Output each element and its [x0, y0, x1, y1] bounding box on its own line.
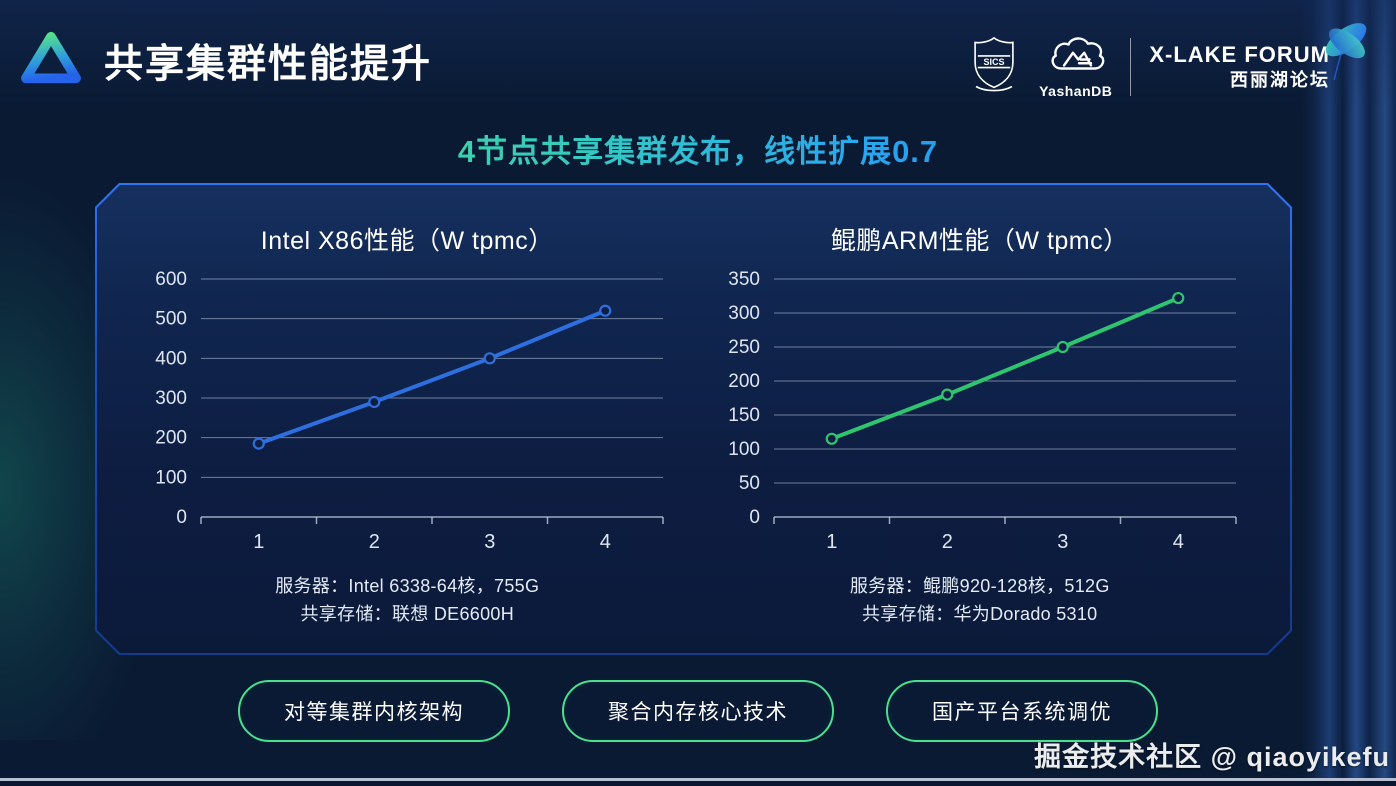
header-logo-group: SICS YashanDB X-LAKE FORUM 西丽湖论坛	[967, 34, 1330, 99]
svg-text:50: 50	[739, 473, 760, 494]
svg-text:3: 3	[484, 531, 495, 553]
svg-text:1: 1	[826, 531, 837, 553]
svg-text:4: 4	[1172, 531, 1183, 553]
svg-text:2: 2	[941, 531, 952, 553]
svg-text:350: 350	[728, 269, 760, 290]
kunpeng-server-spec: 服务器：鲲鹏920-128核，512G	[849, 576, 1110, 596]
bottom-dark-strip	[0, 781, 1396, 786]
yashandb-logo: YashanDB	[1039, 34, 1112, 99]
university-crest-icon: SICS	[967, 34, 1021, 99]
intel-storage-spec: 共享存储：联想 DE6600H	[300, 603, 515, 624]
intel-x86-chart-block: Intel X86性能（W tpmc） 0 100 200 300 400 500 600 1…	[121, 207, 694, 655]
svg-text:500: 500	[156, 309, 188, 330]
kunpeng-storage-spec: 共享存储：华为Dorado 5310	[862, 603, 1098, 624]
svg-text:3: 3	[1057, 531, 1068, 553]
svg-text:200: 200	[156, 428, 188, 449]
header: 共享集群性能提升	[20, 30, 432, 91]
slide-subtitle: 4节点共享集群发布，线性扩展0.7	[0, 126, 1396, 171]
intel-server-spec: 服务器：Intel 6338-64核，755G	[275, 576, 540, 596]
charts-row: Intel X86性能（W tpmc） 0 100 200 300 400 500 600 1…	[95, 183, 1292, 655]
yashandb-label: YashanDB	[1039, 83, 1113, 99]
svg-text:2: 2	[369, 531, 380, 553]
svg-text:4: 4	[600, 531, 611, 553]
crest-text: SICS	[984, 57, 1005, 67]
svg-text:0: 0	[749, 507, 760, 528]
feature-pills-row: 对等集群内核架构 聚合内存核心技术 国产平台系统调优	[0, 680, 1396, 742]
svg-text:0: 0	[177, 507, 188, 528]
watermark: 掘金技术社区 @ qiaoyikefu	[1034, 742, 1390, 772]
svg-text:300: 300	[156, 388, 188, 409]
pill-label: 聚合内存核心技术	[608, 701, 788, 724]
svg-text:100: 100	[156, 467, 188, 488]
forum-name: X-LAKE FORUM	[1149, 41, 1330, 67]
svg-text:600: 600	[156, 269, 188, 290]
pill-aggregated-memory-tech: 聚合内存核心技术	[562, 680, 834, 742]
kunpeng-arm-spec: 服务器：鲲鹏920-128核，512G 共享存储：华为Dorado 5310	[850, 573, 1110, 629]
intel-x86-chart: 0 100 200 300 400 500 600 1 2 3 4	[156, 269, 664, 553]
pill-label: 对等集群内核架构	[284, 701, 464, 724]
svg-text:1: 1	[253, 531, 264, 553]
forum-name-cn: 西丽湖论坛	[1230, 69, 1330, 90]
intel-x86-chart-title: Intel X86性能（W tpmc）	[260, 227, 554, 255]
butterfly-pinwheel-icon	[1314, 12, 1378, 87]
yashandb-cloud-icon	[1043, 34, 1109, 81]
svg-text:150: 150	[728, 405, 760, 426]
background-right-streaks	[1301, 0, 1396, 786]
triangle-logo-icon	[20, 30, 82, 91]
pill-peer-cluster-kernel: 对等集群内核架构	[238, 680, 510, 742]
svg-text:400: 400	[156, 348, 188, 369]
svg-text:250: 250	[728, 337, 760, 358]
kunpeng-arm-chart: 0 50 100 150 200 250 300 350 1 2 3 4	[728, 269, 1237, 553]
page-title: 共享集群性能提升	[104, 42, 433, 86]
background-top-sheen	[0, 0, 1396, 110]
panel-inner	[97, 185, 1290, 653]
main-panel: Intel X86性能（W tpmc） 0 100 200 300 400 500 600 1…	[95, 183, 1292, 655]
bottom-divider-line	[0, 778, 1396, 781]
svg-text:300: 300	[728, 303, 760, 324]
forum-logo-text: X-LAKE FORUM 西丽湖论坛	[1149, 42, 1330, 92]
logo-divider	[1130, 37, 1132, 96]
pill-label: 国产平台系统调优	[932, 701, 1112, 724]
svg-text:200: 200	[728, 371, 760, 392]
kunpeng-arm-chart-block: 鲲鹏ARM性能（W tpmc） 0 50 100 150 200 250 300 350 1 2 3…	[694, 207, 1267, 655]
kunpeng-arm-chart-title: 鲲鹏ARM性能（W tpmc）	[830, 227, 1129, 255]
intel-x86-spec: 服务器：Intel 6338-64核，755G 共享存储：联想 DE6600H	[275, 573, 539, 629]
pill-domestic-platform-tuning: 国产平台系统调优	[886, 680, 1158, 742]
svg-text:100: 100	[728, 439, 760, 460]
